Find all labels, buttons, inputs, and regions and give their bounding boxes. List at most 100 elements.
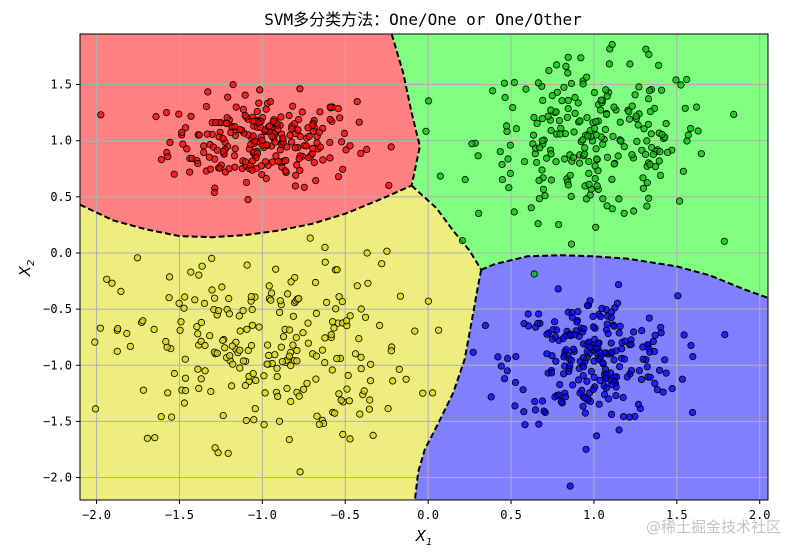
point-green [569,154,578,162]
point-blue [561,393,570,401]
point-green [558,97,566,105]
point-green [644,95,653,103]
point-yellow [218,283,226,291]
point-blue [554,285,562,293]
point-green [539,96,547,105]
point-red [269,117,277,126]
point-green [677,81,685,89]
point-red [164,153,172,161]
point-blue [649,337,657,345]
point-red [387,143,395,151]
point-red [241,91,249,99]
point-green [563,113,572,122]
point-yellow [285,326,294,334]
point-green [562,62,570,71]
point-blue [657,323,665,331]
point-blue [621,337,629,345]
point-blue [639,355,647,363]
point-yellow [332,305,340,313]
point-green [535,176,543,184]
point-red [242,178,251,187]
point-yellow [321,243,329,251]
y-axis-label-main: X [16,265,34,277]
point-yellow [201,367,209,375]
point-blue [562,346,570,354]
point-yellow [275,308,284,316]
point-green [697,150,706,158]
point-yellow [108,279,116,287]
point-green [577,54,585,62]
point-green [640,125,648,133]
point-blue [531,406,540,414]
point-green [617,137,625,145]
point-yellow [283,290,292,298]
point-yellow [224,449,232,457]
x-axis-label: X1 [415,527,433,548]
point-red [287,138,296,146]
point-blue [571,331,579,339]
point-blue [637,375,646,384]
point-blue [614,280,623,289]
point-yellow [322,298,331,306]
point-red [326,154,334,162]
point-yellow [273,364,281,372]
point-red [355,118,363,126]
point-yellow [91,338,99,346]
point-green [547,176,556,184]
point-yellow [311,278,320,287]
point-green [603,202,611,210]
point-yellow [384,404,392,413]
point-blue [689,352,697,361]
point-blue [608,381,616,389]
point-blue [627,366,636,375]
point-red [342,146,350,154]
point-yellow [194,365,202,373]
point-blue [568,313,576,321]
point-yellow [330,324,338,332]
point-yellow [287,278,295,286]
point-green [506,169,514,177]
point-red [183,145,191,153]
point-red [163,109,171,117]
point-red [305,132,313,140]
point-green [683,75,691,84]
point-green [564,181,572,189]
decision-regions [80,34,768,500]
point-blue [557,397,565,406]
decision-boundaries [79,33,769,501]
point-yellow [328,318,337,326]
point-green [631,91,639,99]
watermark: @稀土掘金技术社区 [645,518,781,536]
point-blue [567,356,576,364]
point-blue [643,363,651,371]
point-yellow [357,365,365,373]
point-red [224,93,232,101]
point-green [548,92,557,100]
point-blue [524,310,532,318]
point-red [225,165,233,173]
point-green [555,117,564,125]
point-yellow [157,413,165,421]
point-red [315,128,323,136]
point-green [614,152,622,160]
point-yellow [225,310,233,318]
point-green [593,182,601,190]
point-green [506,141,514,149]
point-red [175,110,183,118]
point-red [298,108,306,116]
point-yellow [304,339,312,347]
point-red [296,132,304,141]
point-red [216,164,224,172]
point-yellow [191,296,199,304]
point-blue [583,377,591,385]
x-axis-ticks: −2.0 −1.5 −1.0 −0.5 0.0 0.5 1.0 1.5 2.0 [82,500,771,522]
boundary-line [480,254,769,299]
point-yellow [357,305,365,313]
x-tick-label: 1.0 [583,508,605,522]
point-yellow [285,435,293,444]
point-yellow [103,275,111,283]
point-yellow [361,313,370,321]
point-yellow [201,341,209,350]
point-green [628,151,636,159]
point-red [309,144,317,152]
